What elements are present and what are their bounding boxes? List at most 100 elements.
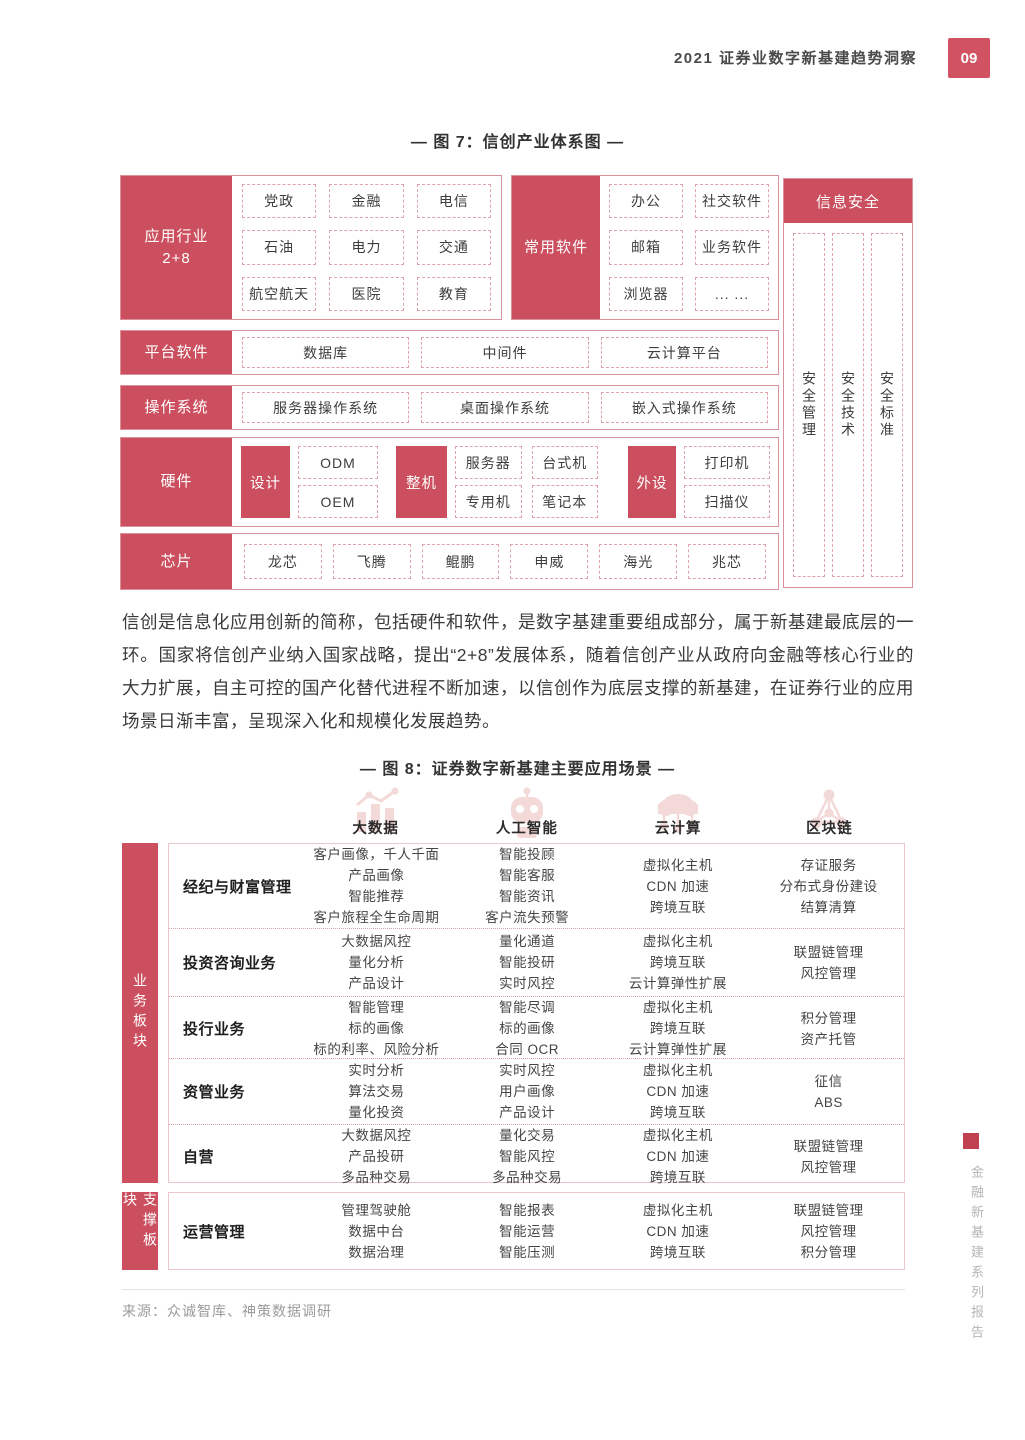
- cell-line: 用户画像: [499, 1084, 556, 1099]
- cell-line: 云计算弹性扩展: [628, 976, 727, 991]
- cell-line: 数据中台: [348, 1223, 405, 1239]
- table-cell: 虚拟化主机 跨境互联 云计算弹性扩展: [603, 997, 754, 1060]
- security-column: 安全技术: [832, 233, 864, 577]
- cell-line: CDN 加速: [646, 878, 710, 894]
- cell-line: 虚拟化主机: [642, 1202, 713, 1218]
- cell-line: 联盟链管理: [793, 944, 864, 960]
- diagram-cell: 桌面操作系统: [421, 392, 589, 423]
- cell-line: 跨境互联: [649, 1021, 706, 1036]
- app-industries-box: 应用行业 2+8 党政 金融 电信 石油 电力 交通 航空航天 医院 教育: [120, 175, 502, 320]
- cell-line: 实时风控: [499, 1063, 556, 1078]
- os-cells: 服务器操作系统 桌面操作系统 嵌入式操作系统: [232, 386, 778, 429]
- diagram-cell: 业务软件: [695, 230, 769, 265]
- cell-line: 分布式身份建设: [779, 878, 878, 894]
- cell-line: 智能推荐: [348, 889, 405, 904]
- cell-line: 量化通道: [499, 934, 556, 949]
- figure7-diagram: 应用行业 2+8 党政 金融 电信 石油 电力 交通 航空航天 医院 教育 常用软件 办公 社交软…: [120, 175, 915, 590]
- cell-line: 虚拟化主机: [642, 1128, 713, 1143]
- side-marker-square: [963, 1133, 979, 1149]
- cell-line: 客户流失预警: [485, 910, 570, 925]
- diagram-cell: 鲲鹏: [421, 544, 500, 579]
- table-cell: 虚拟化主机 跨境互联 云计算弹性扩展: [603, 931, 754, 994]
- cell-line: 算法交易: [348, 1084, 405, 1099]
- chips-cells: 龙芯 飞腾 鲲鹏 申威 海光 兆芯: [232, 534, 778, 589]
- footer-divider: [122, 1289, 905, 1290]
- diagram-cell: ODM: [298, 446, 378, 479]
- cell-line: 智能报表: [499, 1202, 556, 1218]
- cell-line: 产品设计: [499, 1105, 556, 1120]
- cell-line: 智能尽调: [499, 1000, 556, 1015]
- os-box: 操作系统 服务器操作系统 桌面操作系统 嵌入式操作系统: [120, 385, 779, 430]
- cell-line: 产品投研: [348, 1149, 405, 1164]
- table-cell: 虚拟化主机 CDN 加速 跨境互联: [603, 1200, 754, 1263]
- app-industries-cells: 党政 金融 电信 石油 电力 交通 航空航天 医院 教育: [232, 176, 501, 319]
- security-panel: 信息安全 安全管理 安全技术 安全标准: [783, 178, 913, 588]
- column-header-ai: 人工智能: [451, 786, 602, 842]
- platform-software-label: 平台软件: [121, 331, 232, 374]
- table-cell: 联盟链管理 风控管理 积分管理: [753, 1200, 904, 1263]
- diagram-cell: 飞腾: [332, 544, 411, 579]
- cell-line: 产品设计: [348, 976, 405, 991]
- cell-line: 跨境互联: [649, 955, 706, 970]
- series-side-note: 金融新基建系列报告: [969, 1164, 984, 1345]
- cell-line: 标的利率、风险分析: [313, 1042, 440, 1057]
- business-section-bar: 业务板块: [122, 843, 158, 1183]
- diagram-cell: 台式机: [531, 446, 598, 479]
- cell-line: 跨境互联: [649, 899, 706, 915]
- cell-line: 量化分析: [348, 955, 405, 970]
- cell-line: 虚拟化主机: [642, 857, 713, 873]
- cell-line: CDN 加速: [646, 1084, 710, 1099]
- platform-software-box: 平台软件 数据库 中间件 云计算平台: [120, 330, 779, 375]
- diagram-cell: ... ...: [695, 276, 769, 311]
- blockchain-icon: [810, 789, 848, 829]
- cell-line: 实时风控: [499, 976, 556, 991]
- table-row: 自营 大数据风控 产品投研 多品种交易 量化交易 智能风控 多品种交易 虚拟化主机 CDN 加速…: [169, 1124, 904, 1185]
- cell-line: 智能运营: [499, 1223, 556, 1239]
- cell-line: 积分管理: [800, 1244, 857, 1260]
- common-software-box: 常用软件 办公 社交软件 邮箱 业务软件 浏览器 ... ...: [511, 175, 779, 320]
- column-header-cloud: 云计算: [603, 786, 754, 842]
- row-label: 投资咨询业务: [183, 955, 277, 972]
- cell-line: 联盟链管理: [793, 1138, 864, 1154]
- cell-line: 跨境互联: [649, 1105, 706, 1120]
- table-cell: 大数据风控量化分析产品设计: [301, 931, 452, 994]
- support-section-bar: 支撑板块: [122, 1192, 158, 1270]
- diagram-cell: 医院: [329, 276, 404, 311]
- common-software-label: 常用软件: [512, 176, 600, 319]
- hardware-label: 硬件: [121, 438, 232, 526]
- diagram-cell: 石油: [242, 230, 317, 265]
- diagram-cell: 数据库: [242, 337, 410, 368]
- diagram-cell: 航空航天: [242, 276, 317, 311]
- table-cell: 联盟链管理 风控管理: [753, 1136, 904, 1178]
- diagram-cell: 海光: [599, 544, 678, 579]
- chips-box: 芯片 龙芯 飞腾 鲲鹏 申威 海光 兆芯: [120, 533, 779, 590]
- diagram-cell: 申威: [510, 544, 589, 579]
- diagram-cell: 嵌入式操作系统: [600, 392, 768, 423]
- diagram-cell: 笔记本: [531, 485, 598, 518]
- diagram-cell: 兆芯: [688, 544, 766, 579]
- diagram-cell: 教育: [416, 276, 491, 311]
- table-cell: 实时分析 算法交易 量化投资: [301, 1060, 452, 1123]
- table-cell: 存证服务 分布式身份建设 结算清算: [753, 855, 904, 918]
- diagram-cell: 浏览器: [609, 276, 683, 311]
- hardware-box: 硬件 设计 ODM OEM 整机 服务器 台式机 专用机 笔记本 外设 打印机 扫描仪: [120, 437, 779, 527]
- diagram-cell: 电力: [329, 230, 404, 265]
- table-cell: 征信 ABS: [753, 1071, 904, 1113]
- common-software-cells: 办公 社交软件 邮箱 业务软件 浏览器 ... ...: [600, 176, 778, 319]
- hardware-peripheral-cells: 打印机 扫描仪: [684, 446, 770, 518]
- table-cell: 虚拟化主机 CDN 加速 跨境互联: [603, 1060, 754, 1123]
- cell-line: 风控管理: [800, 1223, 857, 1239]
- cell-line: 大数据风控: [341, 934, 412, 949]
- platform-software-cells: 数据库 中间件 云计算平台: [232, 331, 778, 374]
- table-cell: 管理驾驶舱 数据中台 数据治理: [301, 1200, 452, 1263]
- table-cell: 智能投顾 智能客服 智能资讯 客户流失预警: [452, 844, 603, 928]
- cell-line: 产品画像: [348, 868, 405, 883]
- source-note: 来源：众诚智库、神策数据调研: [122, 1303, 332, 1319]
- hardware-design-label: 设计: [241, 446, 290, 518]
- diagram-cell: 龙芯: [244, 544, 322, 579]
- table-cell: 联盟链管理 风控管理: [753, 942, 904, 984]
- cell-line: 智能投顾: [499, 847, 556, 862]
- cell-line: 客户旅程全生命周期: [313, 910, 440, 925]
- cell-line: 标的画像: [499, 1021, 556, 1036]
